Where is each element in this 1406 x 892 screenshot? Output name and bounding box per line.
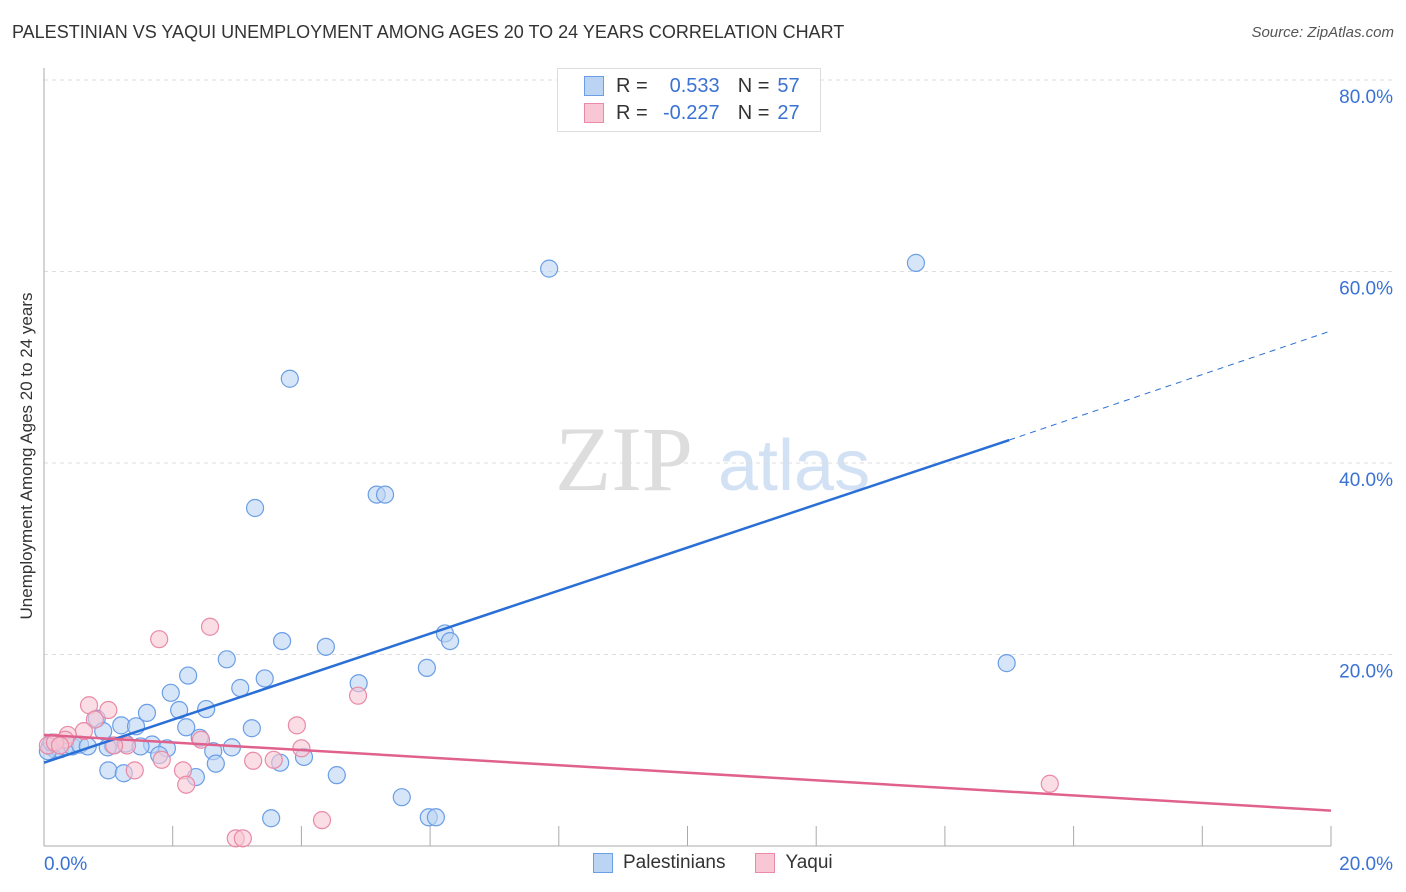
palestinians-point [392,788,411,807]
series-legend: Palestinians Yaqui [593,852,833,874]
r-value: -0.227 [662,101,720,124]
palestinians-point [262,809,281,828]
palestinians-point [540,259,559,278]
yaqui-point [177,775,196,794]
palestinians-point [99,761,118,780]
yaqui-point [233,829,252,848]
x-tick-label: 20.0% [1339,854,1393,875]
palestinians-point [375,485,395,504]
n-value: 57 [777,74,800,97]
palestinians-point [206,754,225,773]
palestinians-point [255,669,274,688]
palestinians-point [327,766,346,785]
palestinians-point [997,654,1016,673]
palestinians-point [137,703,157,723]
palestinians-swatch [584,76,604,96]
yaqui-point [200,617,220,636]
yaqui-point [312,811,332,830]
palestinians-point [179,666,198,685]
r-label: R = [616,101,648,124]
palestinians-point [217,650,236,669]
yaqui-point [348,686,368,705]
palestinians-point [272,631,292,651]
legend-row-yaqui: R = -0.227 N = 27 [584,101,800,125]
yaqui-swatch [755,853,776,873]
palestinians-point [280,369,299,388]
y-tick-label: 40.0% [1339,470,1393,491]
palestinians-point [316,637,335,656]
yaqui-point [287,716,306,735]
stats-legend: R = 0.533 N = 57 R = -0.227 N = 27 [557,68,821,132]
n-value: 27 [777,101,800,124]
palestinians-trend-extension [1009,330,1332,441]
source-label: Source: ZipAtlas.com [1251,24,1394,41]
yaqui-point [125,761,144,780]
palestinians-swatch [593,853,613,873]
watermark-zip: ZIP [555,408,693,510]
yaqui-point [150,630,169,649]
yaqui-point [292,739,311,758]
legend-palestinians: Palestinians [623,852,726,873]
n-label: N = [737,101,770,124]
palestinians-point [440,631,460,651]
palestinians-point [906,253,926,272]
r-label: R = [616,74,648,97]
chart-title: PALESTINIAN VS YAQUI UNEMPLOYMENT AMONG … [12,22,845,42]
yaqui-point [1040,774,1059,793]
n-label: N = [737,74,770,97]
y-tick-label: 60.0% [1339,279,1393,300]
legend-row-palestinians: R = 0.533 N = 57 [584,74,800,98]
x-tick-label: 0.0% [44,854,87,875]
palestinians-point [242,719,261,738]
palestinians-point [426,808,445,827]
r-value: 0.533 [669,74,720,97]
yaqui-point [244,751,263,770]
yaqui-trend-line [43,733,1332,812]
yaqui-swatch [584,103,604,123]
palestinians-point [245,498,265,518]
y-tick-label: 20.0% [1339,662,1393,683]
yaqui-point [50,736,70,755]
palestinians-point [161,683,180,702]
legend-yaqui: Yaqui [785,852,833,873]
yaqui-point [85,710,104,729]
palestinians-trend-line [43,438,1010,764]
palestinians-point [177,718,196,737]
watermark-atlas: atlas [718,426,870,506]
palestinians-point [417,658,436,678]
yaqui-point [152,750,171,769]
yaqui-point [264,750,283,769]
y-tick-label: 80.0% [1339,87,1393,108]
yaqui-point [99,700,118,720]
